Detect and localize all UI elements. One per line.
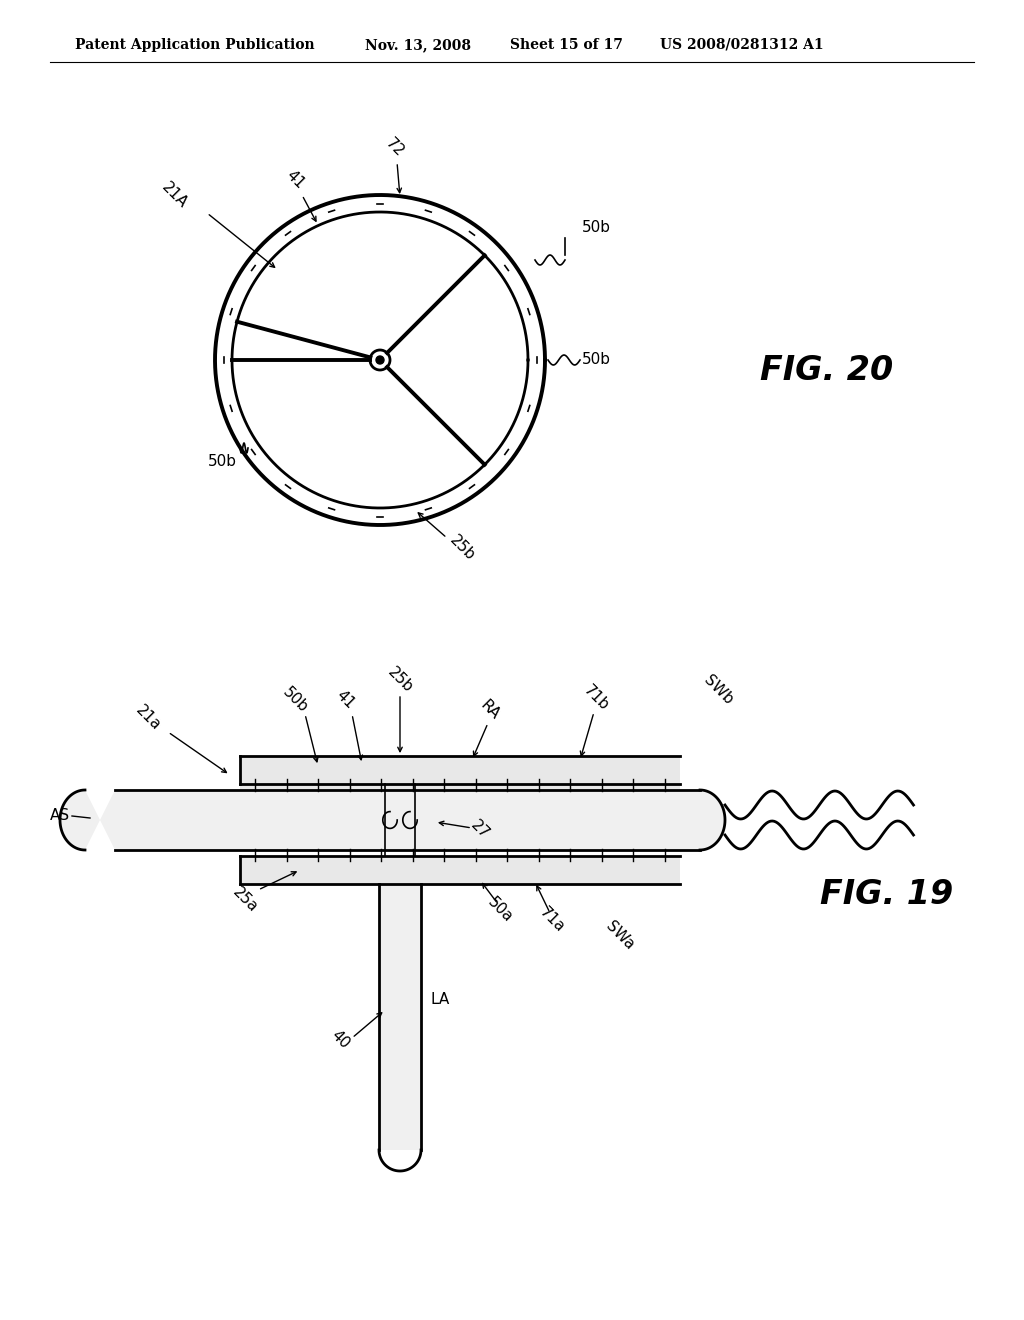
Text: 41: 41 [283, 168, 307, 193]
Bar [240, 855, 680, 884]
Text: 71a: 71a [537, 904, 567, 936]
Circle shape [376, 356, 384, 364]
Text: SWb: SWb [700, 672, 735, 708]
Bar [240, 756, 680, 789]
Text: 41: 41 [333, 688, 357, 711]
Text: Nov. 13, 2008: Nov. 13, 2008 [365, 38, 471, 51]
Text: 50b: 50b [208, 454, 237, 470]
Text: 50b: 50b [280, 685, 310, 715]
Text: 21A: 21A [159, 180, 190, 211]
Text: 40: 40 [328, 1028, 352, 1052]
Text: AS: AS [50, 808, 70, 824]
Text: US 2008/0281312 A1: US 2008/0281312 A1 [660, 38, 823, 51]
Text: 27: 27 [468, 818, 493, 842]
Text: 50a: 50a [484, 895, 515, 925]
Polygon shape [60, 789, 725, 850]
Text: FIG. 19: FIG. 19 [820, 879, 953, 912]
Text: Patent Application Publication: Patent Application Publication [75, 38, 314, 51]
Text: 50b: 50b [582, 352, 611, 367]
Text: SWa: SWa [603, 919, 637, 953]
Text: LA: LA [430, 993, 450, 1007]
Text: 25b: 25b [446, 532, 477, 564]
Text: 72: 72 [383, 136, 408, 160]
Text: 21a: 21a [132, 702, 164, 734]
Text: 25a: 25a [229, 884, 260, 916]
Text: 71b: 71b [581, 682, 611, 714]
Text: RA: RA [477, 697, 503, 722]
Text: 25b: 25b [384, 664, 416, 696]
Text: 50b: 50b [582, 220, 611, 235]
Bar [379, 884, 421, 1150]
Text: Sheet 15 of 17: Sheet 15 of 17 [510, 38, 623, 51]
Text: FIG. 20: FIG. 20 [760, 354, 893, 387]
